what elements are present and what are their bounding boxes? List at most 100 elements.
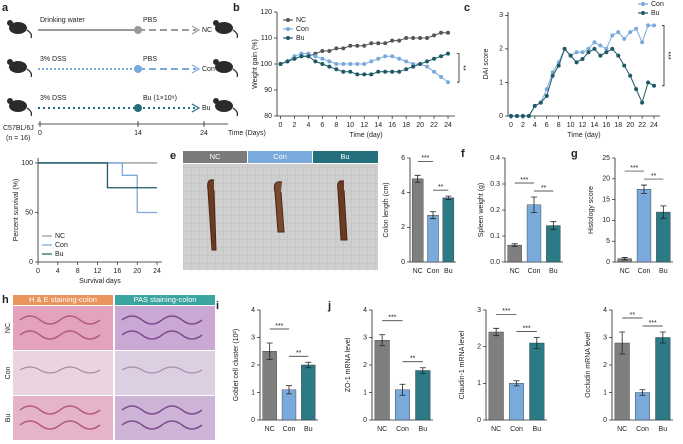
time-label: 14 [134, 130, 142, 137]
y-tick-label: 0 [499, 113, 503, 120]
point [306, 54, 311, 59]
x-tick-label: NC [617, 426, 627, 433]
y-tick-label: 1 [251, 389, 255, 396]
bar [427, 214, 439, 263]
point [341, 69, 346, 74]
histology-images: h H & E staining-colon PAS staining-colo… [2, 294, 215, 440]
error-bar [550, 221, 557, 230]
x-tick-label: Con [510, 426, 523, 433]
point [334, 62, 339, 66]
he-image [13, 351, 113, 395]
row-start: 3% DSS [40, 56, 67, 63]
point [562, 46, 567, 51]
significance: ** [438, 184, 444, 191]
bar [508, 383, 525, 421]
point [646, 80, 651, 85]
y-tick-label: 3 [603, 334, 607, 341]
point [439, 54, 444, 59]
y-axis-label: Goblet cell cluster (10²) [233, 329, 240, 401]
point [622, 63, 627, 68]
point [376, 56, 381, 61]
point [634, 26, 639, 31]
point [640, 100, 645, 105]
bar [656, 211, 671, 263]
point [348, 62, 353, 66]
significance: ** [410, 356, 416, 363]
legend-label: Bu [296, 35, 305, 42]
point [292, 56, 297, 61]
error-bar [266, 342, 273, 360]
x-tick-label: Bu [419, 426, 428, 433]
point [390, 69, 395, 74]
y-tick-label: 0 [401, 259, 405, 266]
row-group: Con [202, 66, 215, 73]
point [425, 59, 430, 64]
mouse-icon [6, 19, 33, 39]
y-tick-label: 0 [29, 259, 33, 266]
error-bar [513, 380, 520, 387]
y-tick-label: 2 [603, 362, 607, 369]
arrow [191, 64, 201, 74]
x-tick-label: 10 [567, 122, 575, 129]
x-tick-label: 6 [320, 122, 324, 129]
error-bar [286, 385, 292, 395]
point [514, 114, 519, 118]
y-axis-label: Spleen weight (g) [478, 183, 485, 237]
y-tick-label: 20 [602, 176, 610, 183]
y-axis-label: DAI score [483, 49, 490, 80]
x-tick-label: Bu [444, 268, 453, 275]
point [383, 41, 388, 46]
point [404, 59, 409, 64]
panel-label: c [464, 2, 470, 14]
x-tick-label: 20 [626, 122, 634, 129]
point [362, 72, 367, 77]
point [598, 53, 603, 58]
bar [442, 197, 455, 263]
dot [134, 65, 142, 73]
y-axis-label: Colon length (cm) [383, 182, 390, 237]
y-tick-label: 0 [606, 259, 610, 266]
y-tick-label: 0 [477, 417, 481, 424]
bar [262, 351, 277, 421]
x-tick-label: Con [636, 426, 649, 433]
tissue-texture [19, 315, 101, 430]
point [390, 54, 395, 59]
x-tick-label: 20 [133, 268, 141, 275]
point [425, 64, 430, 69]
x-tick-label: Con [427, 268, 440, 275]
point [313, 59, 318, 64]
significance: ** [630, 312, 636, 319]
legend-label: NC [55, 233, 65, 240]
error-bar [430, 211, 436, 220]
significance: ** [296, 350, 302, 357]
point [604, 46, 609, 51]
legend-marker [286, 18, 290, 22]
row-label: Bu [5, 414, 12, 423]
x-tick-label: 12 [360, 122, 368, 129]
point [598, 43, 603, 48]
error-bar [659, 331, 666, 344]
y-tick-label: 10 [602, 217, 610, 224]
y-tick-label: 2 [499, 46, 503, 53]
bar [415, 370, 431, 421]
point [411, 36, 416, 40]
x-axis-label: Time (day) [349, 132, 382, 139]
point [628, 30, 633, 35]
point [327, 59, 332, 64]
x-tick-label: NC [620, 268, 630, 275]
he-image [13, 306, 113, 350]
y-tick-label: 2 [363, 362, 367, 369]
point [646, 23, 651, 28]
row-label: Con [5, 366, 12, 379]
point [341, 62, 346, 66]
point [446, 51, 451, 56]
point [369, 41, 374, 46]
x-tick-label: 24 [153, 268, 161, 275]
point [355, 62, 360, 66]
y-tick-label: 4 [251, 307, 255, 314]
point [526, 114, 531, 118]
point [538, 100, 543, 105]
bar [526, 204, 542, 263]
y-tick-label: 0 [251, 417, 255, 424]
series-line [280, 32, 449, 65]
